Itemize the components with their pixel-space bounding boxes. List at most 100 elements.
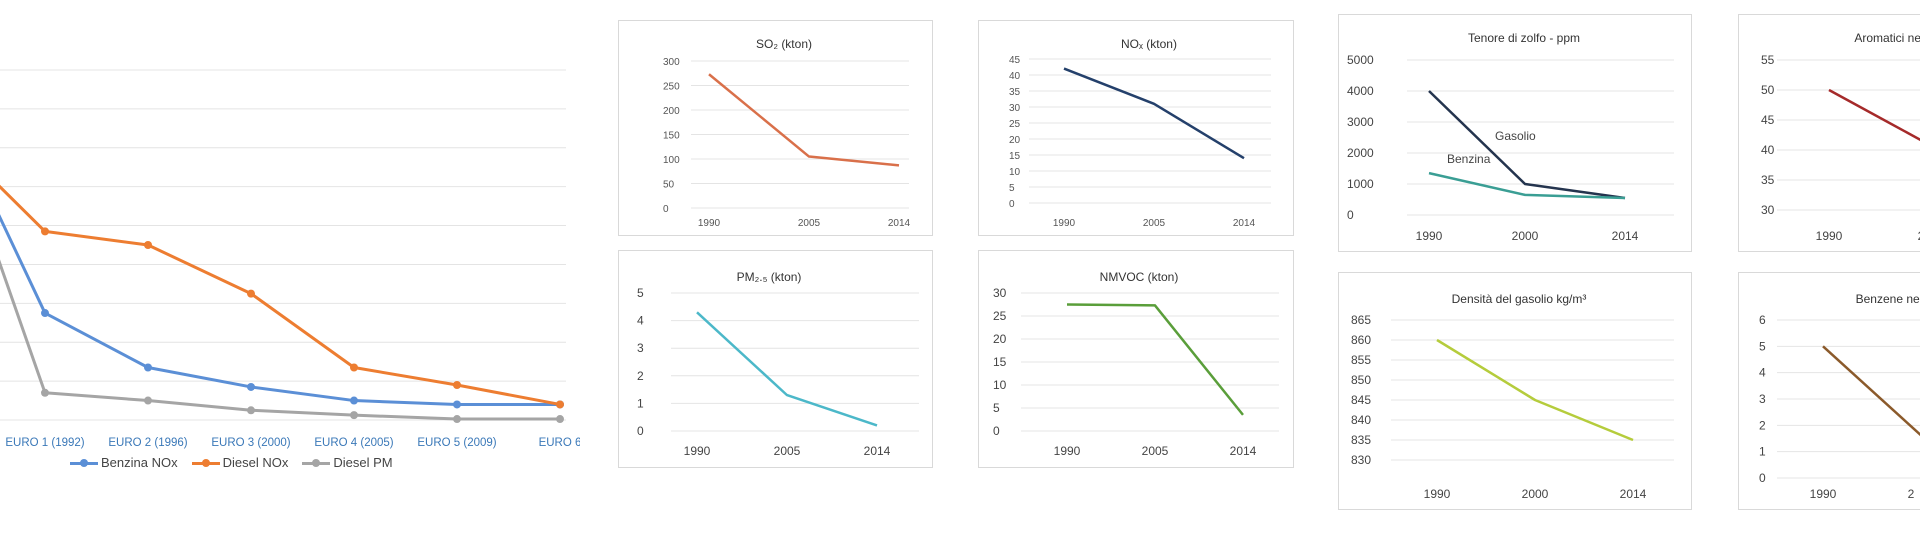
y-tick-label: 30	[993, 286, 1007, 300]
series-line	[708, 73, 900, 167]
data-point	[41, 309, 49, 318]
y-tick-label: 5	[1009, 183, 1015, 194]
x-tick-label: 2005	[1143, 218, 1166, 229]
aromatici-chart-panel: 30 35 40 45 50 55 1990 2 Aromatici nel	[1738, 14, 1920, 252]
y-tick-label: 2000	[1347, 146, 1374, 160]
chart-title: Densità del gasolio kg/m³	[1452, 292, 1587, 306]
x-tick-label: 1990	[698, 218, 721, 229]
y-tick-label: 845	[1351, 393, 1371, 407]
x-tick-label: EURO 3 (2000)	[211, 437, 290, 449]
series-line	[1828, 88, 1920, 142]
data-point	[144, 363, 152, 372]
x-tick-label: 2014	[1620, 487, 1647, 501]
data-point	[144, 241, 152, 249]
data-point	[453, 415, 461, 424]
x-tick-label: 2014	[1612, 229, 1639, 243]
densita-chart-panel: 830 835 840 845 850 855 860 865 1990 2000 2014 Dens…	[1338, 272, 1692, 510]
nmvoc-chart-svg: 0 5 10 15 20 25 30 1990 2005 2014 NMVOC (kton)	[993, 270, 1279, 458]
data-point	[556, 400, 564, 409]
y-tick-label: 0	[1009, 199, 1015, 210]
x-tick-label: EURO 5 (2009)	[417, 437, 496, 449]
y-tick-label: 840	[1351, 413, 1371, 427]
x-tick-label: 2014	[1230, 444, 1257, 458]
x-tick-label: 2005	[1142, 444, 1169, 458]
x-tick-label: EURO 4 (2005)	[314, 437, 393, 449]
data-point	[350, 396, 358, 405]
y-tick-label: 4	[1759, 366, 1766, 380]
y-tick-label: 3	[1759, 392, 1766, 406]
legend-label-diesel-pm: Diesel PM	[333, 455, 393, 470]
y-tick-label: 2	[637, 369, 644, 383]
y-tick-label: 3000	[1347, 115, 1374, 129]
y-tick-label: 30	[1761, 203, 1775, 217]
y-tick-label: 45	[1009, 55, 1021, 66]
series-line	[1063, 67, 1245, 160]
legend-marker-diesel-pm	[302, 457, 331, 469]
y-tick-label: 4000	[1347, 84, 1374, 98]
data-point	[556, 415, 564, 424]
y-tick-label: 25	[1009, 119, 1021, 130]
euro-legend: Benzina NOx Diesel NOx Diesel PM	[70, 455, 393, 470]
data-point	[247, 406, 255, 415]
zolfo-chart-svg: 0 1000 2000 3000 4000 5000 1990 2000 2014 Tenore …	[1347, 31, 1674, 243]
series-label-benzina: Benzina	[1447, 152, 1491, 166]
data-point	[41, 227, 49, 236]
euro-chart: EURO 1 (1992) EURO 2 (1996) EURO 3 (2000) E…	[0, 40, 581, 460]
legend-item-diesel-pm: Diesel PM	[302, 455, 393, 470]
y-tick-label: 0	[1759, 471, 1766, 485]
pm25-chart-panel: 0 1 2 3 4 5 1990 2005 2014 PM₂.₅ (kton)	[618, 250, 933, 468]
series-line	[1066, 303, 1244, 416]
y-tick-label: 35	[1761, 173, 1775, 187]
y-tick-label: 850	[1351, 373, 1371, 387]
x-tick-label: 2014	[1233, 218, 1256, 229]
y-tick-label: 15	[1009, 151, 1021, 162]
x-tick-label: 1990	[1054, 444, 1081, 458]
chart-title: SO₂ (kton)	[756, 37, 812, 51]
data-point	[453, 381, 461, 389]
y-tick-label: 1	[1759, 445, 1766, 459]
x-tick-label: EURO 2 (1996)	[108, 437, 187, 449]
series-line	[1428, 171, 1626, 200]
data-point	[350, 363, 358, 372]
x-tick-label: 2005	[774, 444, 801, 458]
y-tick-label: 10	[993, 378, 1007, 392]
y-tick-label: 0	[1347, 208, 1354, 222]
benzene-chart-panel: 0 1 2 3 4 5 6 1990 2 Benzene nel	[1738, 272, 1920, 510]
x-tick-label: 1990	[1810, 487, 1837, 501]
y-tick-label: 1000	[1347, 177, 1374, 191]
x-tick-label: 1990	[1424, 487, 1451, 501]
y-tick-label: 100	[663, 155, 680, 166]
y-tick-label: 0	[993, 424, 1000, 438]
series-line	[1428, 90, 1626, 200]
y-tick-label: 5	[637, 286, 644, 300]
x-tick-label: 2000	[1512, 229, 1539, 243]
legend-item-diesel-nox: Diesel NOx	[191, 455, 289, 470]
data-point	[247, 382, 255, 391]
y-tick-label: 3	[637, 341, 644, 355]
x-tick-label: 1990	[684, 444, 711, 458]
benzene-chart-svg: 0 1 2 3 4 5 6 1990 2 Benzene nel	[1759, 292, 1920, 501]
data-point	[247, 289, 255, 298]
y-tick-label: 200	[663, 106, 680, 117]
y-tick-label: 150	[663, 131, 680, 142]
legend-label-diesel-nox: Diesel NOx	[222, 455, 289, 470]
chart-title: Benzene nel	[1856, 292, 1920, 306]
y-tick-label: 0	[663, 204, 669, 215]
y-tick-label: 50	[663, 180, 675, 191]
y-tick-label: 860	[1351, 333, 1371, 347]
legend-label-benzina-nox: Benzina NOx	[101, 455, 178, 470]
densita-chart-svg: 830 835 840 845 850 855 860 865 1990 2000 2014 Dens…	[1351, 292, 1674, 501]
legend-marker-benzina-nox	[70, 457, 98, 469]
y-tick-label: 830	[1351, 453, 1371, 467]
x-tick-label: EURO 6	[539, 437, 580, 449]
x-tick-label: 2005	[798, 218, 821, 229]
y-tick-label: 1	[637, 396, 644, 410]
series-line	[696, 311, 878, 427]
pm25-chart-svg: 0 1 2 3 4 5 1990 2005 2014 PM₂.₅ (kton)	[637, 270, 919, 458]
y-tick-label: 50	[1761, 83, 1775, 97]
y-tick-label: 250	[663, 82, 680, 93]
so2-chart-panel: 0 50 100 150 200 250 300 1990 2005 2014 SO₂ (kton)	[618, 20, 933, 236]
y-tick-label: 15	[993, 355, 1007, 369]
series-label-gasolio: Gasolio	[1495, 129, 1536, 143]
x-tick-label: 1990	[1416, 229, 1443, 243]
